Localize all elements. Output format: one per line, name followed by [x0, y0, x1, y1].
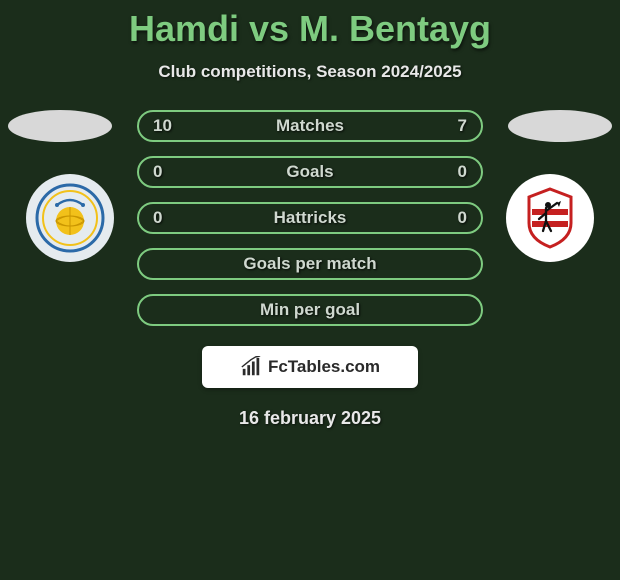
- stat-value-right: 0: [458, 162, 467, 182]
- stat-label: Goals: [286, 162, 333, 182]
- attribution-box: FcTables.com: [202, 346, 418, 388]
- stat-label: Matches: [276, 116, 344, 136]
- player-photo-left: [8, 110, 112, 142]
- stat-row-min-per-goal: Min per goal: [137, 294, 483, 326]
- comparison-container: 10 Matches 7 0 Goals 0 0 Hattricks 0 Goa…: [0, 110, 620, 429]
- stat-value-right: 7: [458, 116, 467, 136]
- player-photo-right: [508, 110, 612, 142]
- stat-value-left: 0: [153, 208, 162, 228]
- page-title: Hamdi vs M. Bentayg: [0, 0, 620, 50]
- stat-label: Min per goal: [260, 300, 360, 320]
- stat-row-matches: 10 Matches 7: [137, 110, 483, 142]
- stat-rows: 10 Matches 7 0 Goals 0 0 Hattricks 0 Goa…: [137, 110, 483, 326]
- club-badge-left: [26, 174, 114, 262]
- stat-row-goals-per-match: Goals per match: [137, 248, 483, 280]
- stat-row-hattricks: 0 Hattricks 0: [137, 202, 483, 234]
- stat-label: Goals per match: [243, 254, 376, 274]
- stat-value-left: 0: [153, 162, 162, 182]
- page-subtitle: Club competitions, Season 2024/2025: [0, 62, 620, 82]
- stat-value-right: 0: [458, 208, 467, 228]
- stat-label: Hattricks: [274, 208, 347, 228]
- stat-row-goals: 0 Goals 0: [137, 156, 483, 188]
- club-badge-right: [506, 174, 594, 262]
- attribution-text: FcTables.com: [268, 357, 380, 377]
- zamalek-icon: [515, 183, 585, 253]
- date-text: 16 february 2025: [0, 408, 620, 429]
- ismaily-icon: [35, 183, 105, 253]
- stat-value-left: 10: [153, 116, 172, 136]
- chart-icon: [240, 356, 262, 378]
